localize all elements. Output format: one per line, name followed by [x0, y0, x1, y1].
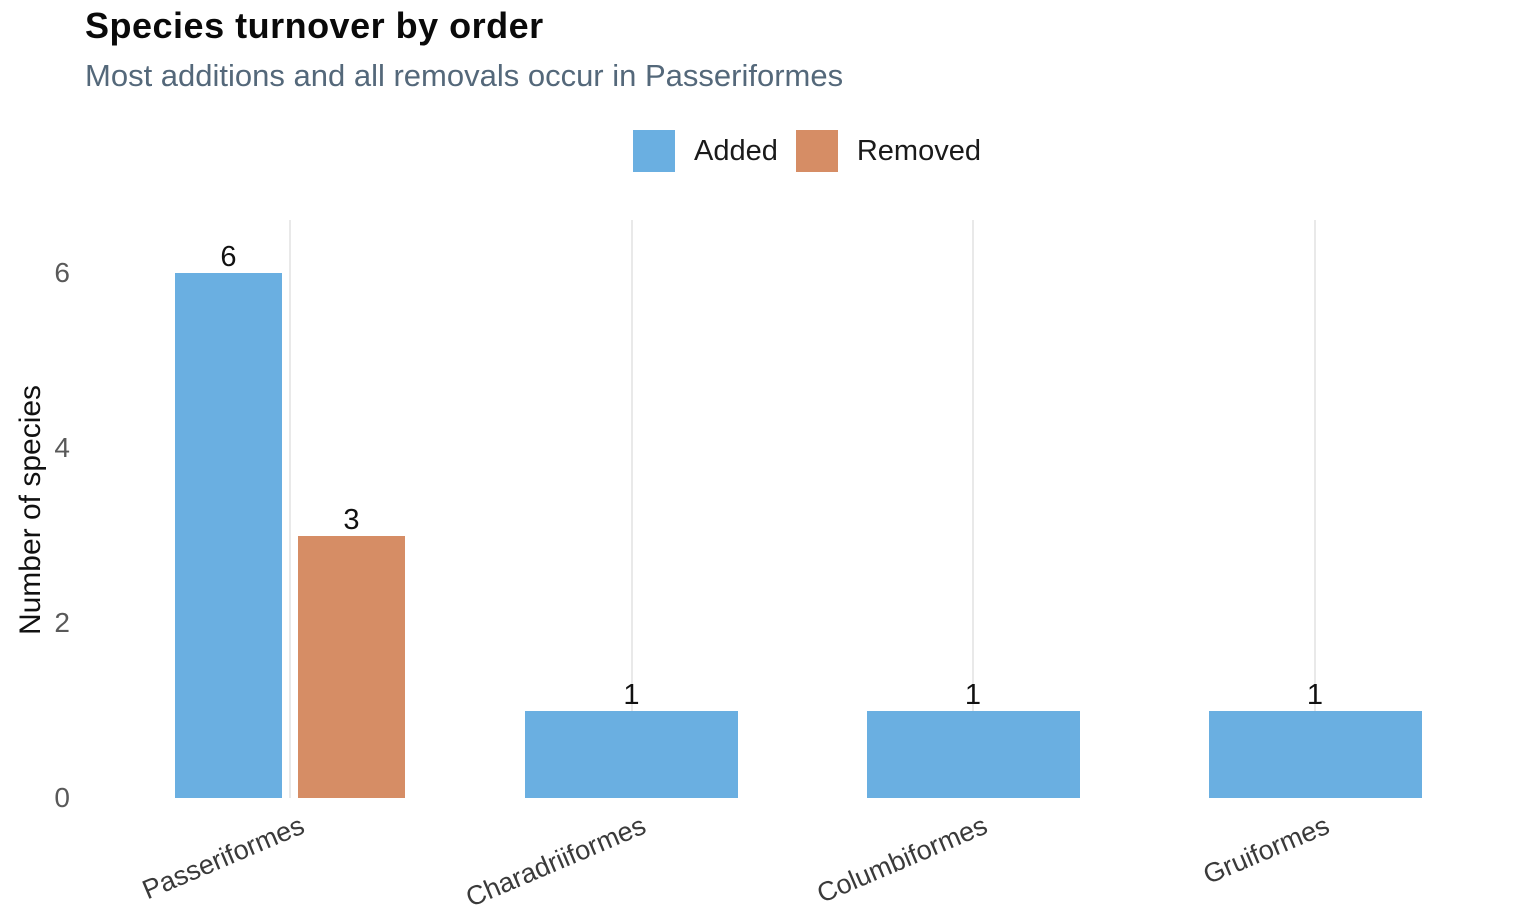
legend-label-removed: Removed — [856, 134, 981, 167]
chart-title: Species turnover by order — [85, 5, 544, 46]
bar-value-added-columbiformes: 1 — [964, 678, 982, 711]
y-tick-label-0: 0 — [54, 782, 70, 813]
legend-swatch-added — [633, 130, 675, 172]
x-tick-label-charadriiformes: Charadriiformes — [461, 810, 651, 913]
x-tick-label-gruiformes: Gruiformes — [1199, 810, 1334, 890]
bar-value-removed-passeriformes: 3 — [343, 503, 360, 536]
legend-swatch-removed — [795, 130, 838, 172]
gridline-passeriformes — [289, 220, 291, 798]
bar-added-gruiformes — [1208, 710, 1422, 798]
x-tick-label-columbiformes: Columbiformes — [813, 810, 992, 909]
bar-value-added-charadriiformes: 1 — [623, 678, 640, 711]
legend-item-removed: Removed — [795, 130, 981, 172]
bar-added-charadriiformes — [525, 710, 738, 798]
chart-subtitle: Most additions and all removals occur in… — [85, 58, 844, 93]
legend-label-added: Added — [694, 134, 778, 167]
x-tick-label-passeriformes: Passeriformes — [138, 810, 309, 906]
gridline-charadriiformes — [630, 220, 633, 798]
bar-removed-passeriformes — [298, 535, 405, 798]
y-tick-label-6: 6 — [54, 257, 70, 288]
bar-added-columbiformes — [866, 710, 1080, 798]
gridline-columbiformes — [972, 220, 974, 798]
y-tick-label-2: 2 — [54, 607, 70, 638]
legend-item-added: Added — [633, 130, 778, 172]
bar-value-added-gruiformes: 1 — [1306, 678, 1324, 711]
y-tick-label-4: 4 — [54, 432, 70, 463]
bar-value-added-passeriformes: 6 — [220, 241, 237, 273]
bar-added-passeriformes — [175, 273, 282, 798]
legend: Added Removed — [633, 130, 981, 172]
gridline-gruiformes — [1314, 220, 1316, 798]
